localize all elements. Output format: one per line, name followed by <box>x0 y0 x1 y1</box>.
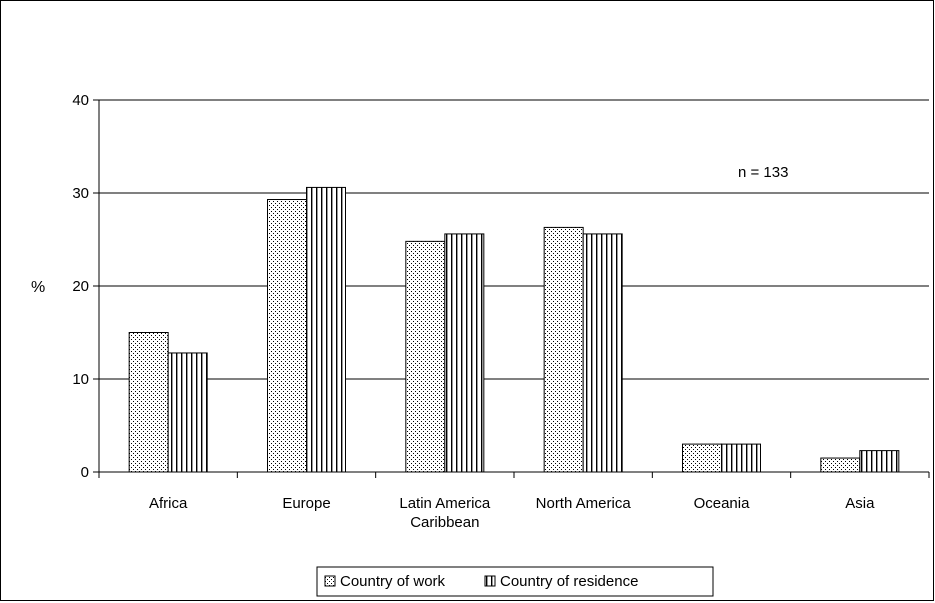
y-axis-title: % <box>31 279 45 296</box>
legend-label-work: Country of work <box>340 573 446 590</box>
x-tick-label: Europe <box>282 495 330 512</box>
bar-country-of-work <box>682 443 722 473</box>
x-tick-label: Caribbean <box>410 514 479 531</box>
bar-country-of-work <box>820 457 861 473</box>
bar-country-of-work <box>267 199 307 473</box>
bar-country-of-work <box>405 240 446 473</box>
x-tick-label: Latin America <box>399 495 491 512</box>
bar-country-of-residence <box>444 233 485 473</box>
bar-country-of-work <box>543 226 584 473</box>
x-tick-label: Asia <box>845 495 875 512</box>
axis-labels: 0 10 20 30 40 Africa Europe Latin America Caribb… <box>72 92 875 531</box>
y-tick-label: 10 <box>72 371 89 388</box>
bar-country-of-work <box>128 332 169 473</box>
gridlines <box>99 99 929 380</box>
x-tick-label: Africa <box>149 495 188 512</box>
y-tick-label: 20 <box>72 278 89 295</box>
legend-swatch-residence <box>484 575 496 587</box>
bar-country-of-residence <box>167 352 208 473</box>
bar-country-of-residence <box>306 186 346 473</box>
y-tick-label: 30 <box>72 185 89 202</box>
legend-box <box>316 566 714 597</box>
y-tick-label: 40 <box>72 92 89 109</box>
x-tick-label: North America <box>536 495 632 512</box>
y-tick-label: 0 <box>81 464 89 481</box>
axes <box>93 99 930 478</box>
x-tick-label: Oceania <box>694 495 751 512</box>
bars <box>128 186 900 473</box>
legend-swatch-work <box>324 575 336 587</box>
sample-size-annotation: n = 133 <box>738 164 788 181</box>
bar-country-of-residence <box>859 450 900 473</box>
legend: Country of work Country of residence <box>316 566 714 597</box>
legend-label-residence: Country of residence <box>500 573 638 590</box>
bar-country-of-residence <box>721 443 761 473</box>
bar-country-of-residence <box>582 233 623 473</box>
